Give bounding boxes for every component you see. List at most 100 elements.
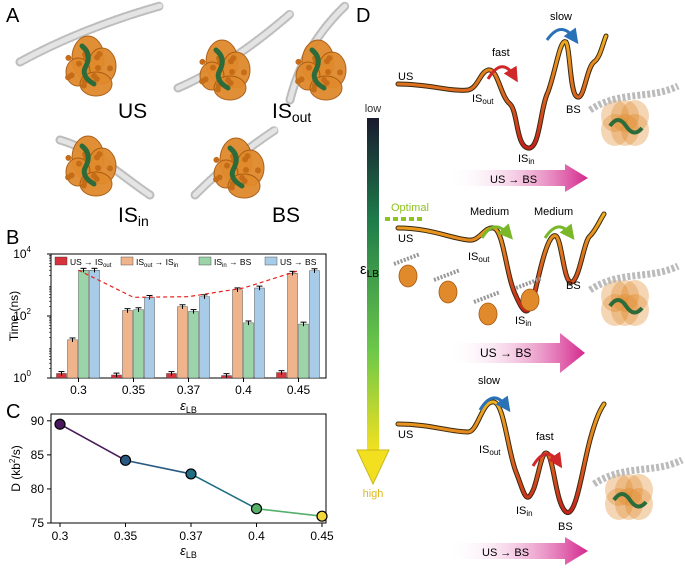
structure-bs <box>190 125 280 200</box>
bar <box>177 306 188 379</box>
panel-b-label: B <box>6 227 19 249</box>
rate-left-bot: slow <box>478 375 500 387</box>
protein-helix <box>65 54 72 61</box>
side-illustrations <box>393 82 684 520</box>
protein-blur <box>621 280 649 312</box>
mini-dna <box>515 276 543 290</box>
label-bs: BS <box>272 204 300 227</box>
landscape-top <box>395 33 609 151</box>
state-bs-top: BS <box>566 104 581 116</box>
plot-frame <box>50 413 327 524</box>
label-is-out: ISout <box>272 100 311 125</box>
legend-name2: → IS <box>152 257 174 267</box>
y-axis-title: D (kb2/s) <box>8 445 23 491</box>
x-tick-label: 0.37 <box>179 529 203 543</box>
x-axis-sub: LB <box>186 550 197 560</box>
protein-helix <box>68 72 75 79</box>
panel-a-label: A <box>6 5 20 27</box>
x-tick-label: 0.3 <box>52 529 69 543</box>
series-line <box>125 459 192 475</box>
protein-blur <box>611 280 639 312</box>
protein-blur <box>621 100 649 132</box>
protein-helix <box>239 174 246 181</box>
x-axis-title: εLB <box>180 543 197 560</box>
dna-illustration <box>592 456 684 487</box>
landscape-curve <box>396 400 606 514</box>
protein-helix <box>76 60 83 67</box>
x-axis-sub: LB <box>186 405 197 415</box>
bar <box>122 310 133 379</box>
green-segment-illustration <box>612 492 648 509</box>
bar <box>67 339 78 379</box>
protein-blur <box>611 100 639 132</box>
series-line <box>59 423 126 462</box>
mini-dna <box>393 252 421 266</box>
barrier-arrow-left-bot <box>478 395 511 413</box>
eps-axis-high: high <box>363 488 384 500</box>
eps-axis-arrowhead <box>356 449 390 486</box>
bar <box>199 296 210 379</box>
legend-name: IS <box>136 257 144 267</box>
y-tick-label: 85 <box>31 448 45 462</box>
protein-helix <box>225 76 232 83</box>
y-tick-label: 90 <box>31 414 45 428</box>
process-arrow-mid-label: US → BS <box>480 346 531 360</box>
y-axis-title-end: /s) <box>9 445 23 458</box>
y-tick-label: 104 <box>13 245 31 261</box>
trend-line <box>78 269 299 298</box>
landscape-curve <box>396 34 608 150</box>
x-tick-label: 0.45 <box>310 529 334 543</box>
protein-helix <box>106 165 113 172</box>
protein-helix <box>324 58 331 65</box>
state-us-bot: US <box>398 429 413 441</box>
green-segment <box>79 143 97 187</box>
landscape-mid-labels: US ISout ISin BS Medium Medium <box>398 206 581 328</box>
eps-axis-low: low <box>365 103 382 115</box>
label-us: US <box>118 100 147 123</box>
bar <box>254 287 265 379</box>
bar <box>188 311 199 379</box>
bar <box>78 270 89 379</box>
protein-helix <box>95 165 101 171</box>
state-bs-bot: BS <box>558 521 573 533</box>
line-chart: 75 80 85 90 0.3 0.35 0.37 0.4 0.45 D (kb2/s) εLB <box>8 413 334 560</box>
bar <box>309 270 320 379</box>
y-tick-label: 80 <box>31 482 45 496</box>
landscape-top-labels: US ISout ISin BS fast slow <box>398 11 581 166</box>
landscape-bottom <box>395 399 607 515</box>
protein-helix <box>321 76 328 83</box>
legend-sub2: in <box>174 263 179 269</box>
state-is-in-top: ISin <box>518 153 535 166</box>
optimal-label: Optimal <box>391 202 429 214</box>
legend-sub: out <box>144 263 153 269</box>
y-tick-exp: 2 <box>27 307 32 316</box>
process-arrow-top-label: US → BS <box>490 174 537 186</box>
state-bs-mid: BS <box>566 280 581 292</box>
legend-name: IS <box>214 257 222 267</box>
x-tick-label: 0.3 <box>70 383 87 397</box>
dna-illustration <box>588 262 680 293</box>
series-line <box>190 473 257 510</box>
protein-helix <box>216 174 223 181</box>
protein-blur <box>625 474 653 506</box>
state-is-in-bot: ISin <box>516 505 533 518</box>
data-point <box>250 503 263 515</box>
rate-left-mid: Medium <box>470 206 509 218</box>
landscape-bottom-labels: US ISout ISin BS slow fast <box>398 375 573 533</box>
protein-helix <box>94 154 101 161</box>
x-tick-label: 0.35 <box>114 529 138 543</box>
state-us-top: US <box>398 71 413 83</box>
bar <box>133 309 144 379</box>
bar <box>144 297 155 379</box>
barrier-arrow-left-top <box>486 65 518 83</box>
protein-helix <box>224 162 231 169</box>
process-arrow-bottom-label: US → BS <box>482 547 529 559</box>
legend-swatch <box>54 256 68 266</box>
mini-dna <box>433 268 461 282</box>
structure-is-in <box>55 135 155 200</box>
mini-protein <box>478 302 498 326</box>
protein-helix <box>95 65 101 71</box>
green-segment <box>227 145 245 189</box>
panel-c-label: C <box>6 401 20 423</box>
green-segment-illustration <box>608 118 644 135</box>
